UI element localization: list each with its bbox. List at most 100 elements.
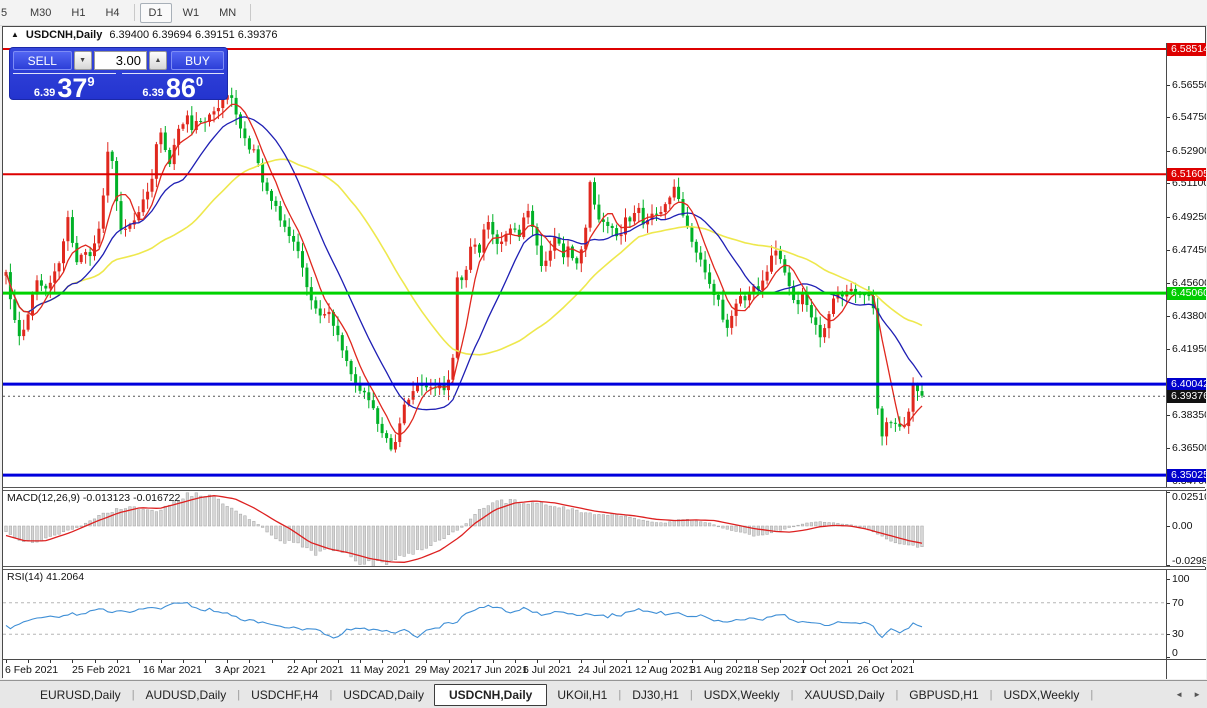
tab-separator: | (618, 688, 622, 701)
date-axis-label: 29 May 2021 (415, 664, 476, 676)
macd-axis-tick (1167, 492, 1170, 493)
axis-corner (1166, 659, 1206, 679)
date-axis-label: 18 Sep 2021 (746, 664, 806, 676)
timeframe-button-M30[interactable]: M30 (30, 6, 52, 19)
date-axis-tick (626, 660, 627, 663)
rsi-indicator-pane[interactable]: RSI(14) 41.2064 (3, 570, 1166, 659)
tab-DJ30-H1[interactable]: DJ30,H1 (632, 687, 679, 702)
date-axis-tick (205, 660, 206, 663)
tab-EURUSD-Daily[interactable]: EURUSD,Daily (40, 687, 121, 702)
collapse-panel-icon[interactable]: ▲ (11, 30, 19, 39)
date-axis-tick (714, 660, 715, 663)
date-axis-tick (161, 660, 162, 663)
rsi-axis-label: 30 (1172, 628, 1184, 640)
rsi-axis-tick (1167, 634, 1170, 635)
date-axis-tick (670, 660, 671, 663)
tab-USDCNH-Daily[interactable]: USDCNH,Daily (433, 683, 548, 706)
macd-axis[interactable]: 0.025108 0.00 -0.02988 (1166, 491, 1206, 567)
price-chart-pane[interactable] (3, 43, 1166, 489)
tab-separator: | (1090, 688, 1094, 701)
timeframe-button-H4[interactable]: H4 (105, 6, 120, 19)
buy-price-base: 6.39 (142, 87, 164, 99)
tab-USDCAD-Daily[interactable]: USDCAD,Daily (343, 687, 424, 702)
date-axis-tick (272, 660, 273, 663)
price-axis-tick (1167, 117, 1170, 118)
chart-title-row: ▲ USDCNH,Daily 6.39400 6.39694 6.39151 6… (3, 28, 278, 42)
date-axis-tick (847, 660, 848, 663)
date-axis-tick (559, 660, 560, 663)
buy-button[interactable]: BUY (171, 51, 224, 70)
price-axis[interactable]: 6.565506.547506.529006.511006.492506.474… (1166, 43, 1206, 489)
date-axis-tick (382, 660, 383, 663)
chevron-down-icon: ▼ (79, 57, 87, 64)
price-level-badge: 6.40042 (1167, 378, 1206, 391)
macd-indicator-pane[interactable]: MACD(12,26,9) -0.013123 -0.016722 (3, 491, 1166, 567)
price-axis-label: 6.47450 (1172, 244, 1206, 256)
sell-button[interactable]: SELL (13, 51, 72, 70)
date-axis-label: 7 Oct 2021 (801, 664, 853, 676)
sell-price-display[interactable]: 6.39 37 9 (13, 73, 116, 103)
macd-axis-label: 0.025108 (1172, 491, 1206, 503)
timeframe-toolbar: 5 M30 H1 H4 D1 W1 MN (0, 0, 1207, 26)
timeframe-button-H1[interactable]: H1 (71, 6, 86, 19)
timeframe-button-D1[interactable]: D1 (139, 2, 172, 23)
tab-AUDUSD-Daily[interactable]: AUDUSD,Daily (145, 687, 227, 702)
price-axis-tick (1167, 283, 1170, 284)
date-axis-tick (95, 660, 96, 663)
price-axis-label: 6.38350 (1172, 409, 1206, 421)
date-axis-tick (426, 660, 427, 663)
pane-splitter[interactable] (3, 566, 1205, 570)
pane-splitter[interactable] (3, 487, 1205, 491)
price-axis-tick (1167, 415, 1170, 416)
price-axis-tick (1167, 316, 1170, 317)
date-axis-tick (537, 660, 538, 663)
date-axis-tick (581, 660, 582, 663)
date-axis-tick (360, 660, 361, 663)
tab-USDX-Weekly[interactable]: USDX,Weekly (1003, 687, 1080, 702)
date-axis-tick (449, 660, 450, 663)
price-axis-label: 6.43800 (1172, 310, 1206, 322)
timeframe-button-W1[interactable]: W1 (182, 6, 200, 19)
price-axis-tick (1167, 183, 1170, 184)
macd-axis-tick (1167, 526, 1170, 527)
volume-decrease-button[interactable]: ▼ (73, 51, 92, 70)
tab-UKOil-H1[interactable]: UKOil,H1 (557, 687, 608, 702)
tab-GBPUSD-H1[interactable]: GBPUSD,H1 (909, 687, 979, 702)
date-axis[interactable]: 6 Feb 2021 25 Feb 2021 16 Mar 2021 3 Apr 20… (3, 659, 1205, 679)
buy-price-pips: 86 (165, 73, 196, 103)
timeframe-button-MN[interactable]: MN (219, 6, 237, 19)
date-axis-tick (117, 660, 118, 663)
buy-price-display[interactable]: 6.39 86 0 (121, 73, 224, 103)
tab-scroll-right-icon[interactable]: ► (1193, 690, 1201, 699)
tab-scroll-controls: ◄ ► (1175, 690, 1201, 699)
date-axis-tick (493, 660, 494, 663)
price-level-badge: 6.39376 (1167, 390, 1206, 403)
date-axis-label: 3 Apr 2021 (215, 664, 266, 676)
rsi-axis-label: 0 (1172, 647, 1178, 659)
rsi-axis[interactable]: 100 70 30 0 (1166, 570, 1206, 659)
tab-separator: | (237, 688, 241, 701)
volume-field[interactable]: 3.00 (93, 51, 147, 70)
tab-XAUUSD-Daily[interactable]: XAUUSD,Daily (804, 687, 885, 702)
rsi-label: RSI(14) 41.2064 (7, 571, 85, 583)
price-axis-tick (1167, 217, 1170, 218)
date-axis-tick (825, 660, 826, 663)
date-axis-tick (913, 660, 914, 663)
sell-price-pips: 37 (57, 73, 88, 103)
date-axis-tick (869, 660, 870, 663)
date-axis-label: 16 Mar 2021 (143, 664, 202, 676)
tab-scroll-left-icon[interactable]: ◄ (1175, 690, 1184, 699)
timeframe-button-5[interactable]: 5 (1, 6, 8, 19)
price-level-badge: 6.35025 (1167, 469, 1206, 482)
tab-USDX-Weekly[interactable]: USDX,Weekly (703, 687, 780, 702)
date-axis-label: 6 Jul 2021 (523, 664, 572, 676)
macd-label: MACD(12,26,9) -0.013123 -0.016722 (7, 492, 181, 504)
tab-USDCHF-H4[interactable]: USDCHF,H4 (251, 687, 319, 702)
price-axis-label: 6.41950 (1172, 343, 1206, 355)
price-axis-label: 6.54750 (1172, 111, 1206, 123)
price-level-badge: 6.58514 (1167, 43, 1206, 56)
date-axis-tick (648, 660, 649, 663)
date-axis-label: 31 Aug 2021 (690, 664, 749, 676)
tab-separator: | (790, 688, 794, 701)
volume-increase-button[interactable]: ▲ (149, 51, 168, 70)
